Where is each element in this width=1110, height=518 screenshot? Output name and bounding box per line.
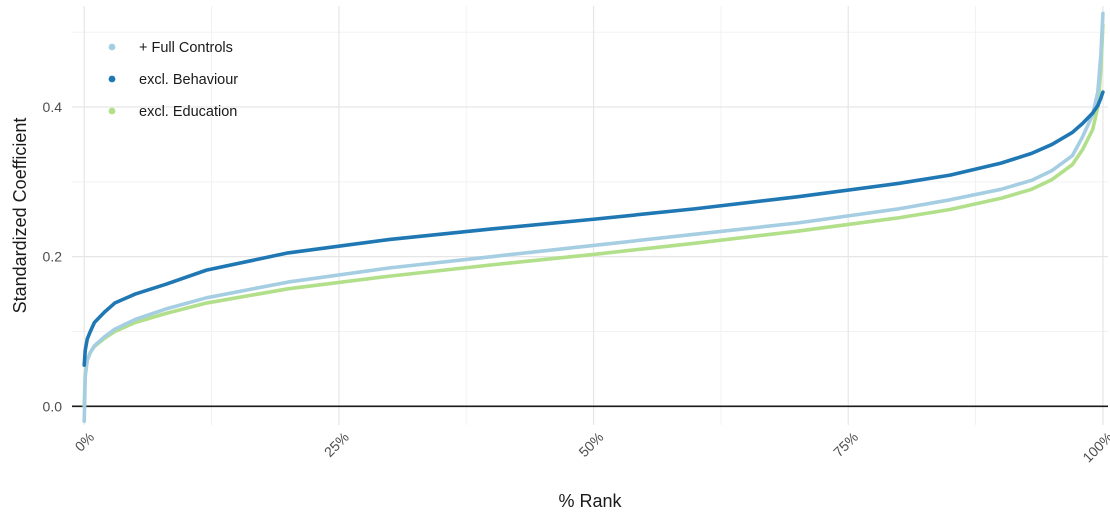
legend-label: excl. Education — [139, 104, 237, 120]
minor-gridlines — [72, 6, 1108, 425]
legend-label: excl. Behaviour — [139, 72, 238, 88]
legend: + Full Controls excl. Behaviour excl. Educ… — [108, 40, 238, 120]
legend-key — [108, 75, 116, 83]
legend-key — [108, 107, 116, 115]
series-line-0 — [82, 11, 1105, 424]
legend-label: + Full Controls — [139, 40, 233, 56]
plot-area — [72, 6, 1108, 425]
y-tick-label: 0.2 — [43, 249, 63, 265]
series-line-1 — [82, 90, 1105, 367]
legend-key — [108, 43, 116, 51]
y-axis-tick-labels: 0.0 0.2 0.4 — [43, 99, 63, 414]
y-axis-title: Standardized Coefficient — [10, 118, 30, 314]
x-axis-title: % Rank — [558, 491, 622, 511]
y-tick-label: 0.4 — [43, 99, 63, 115]
y-tick-label: 0.0 — [43, 398, 63, 414]
series-layer — [82, 11, 1105, 424]
